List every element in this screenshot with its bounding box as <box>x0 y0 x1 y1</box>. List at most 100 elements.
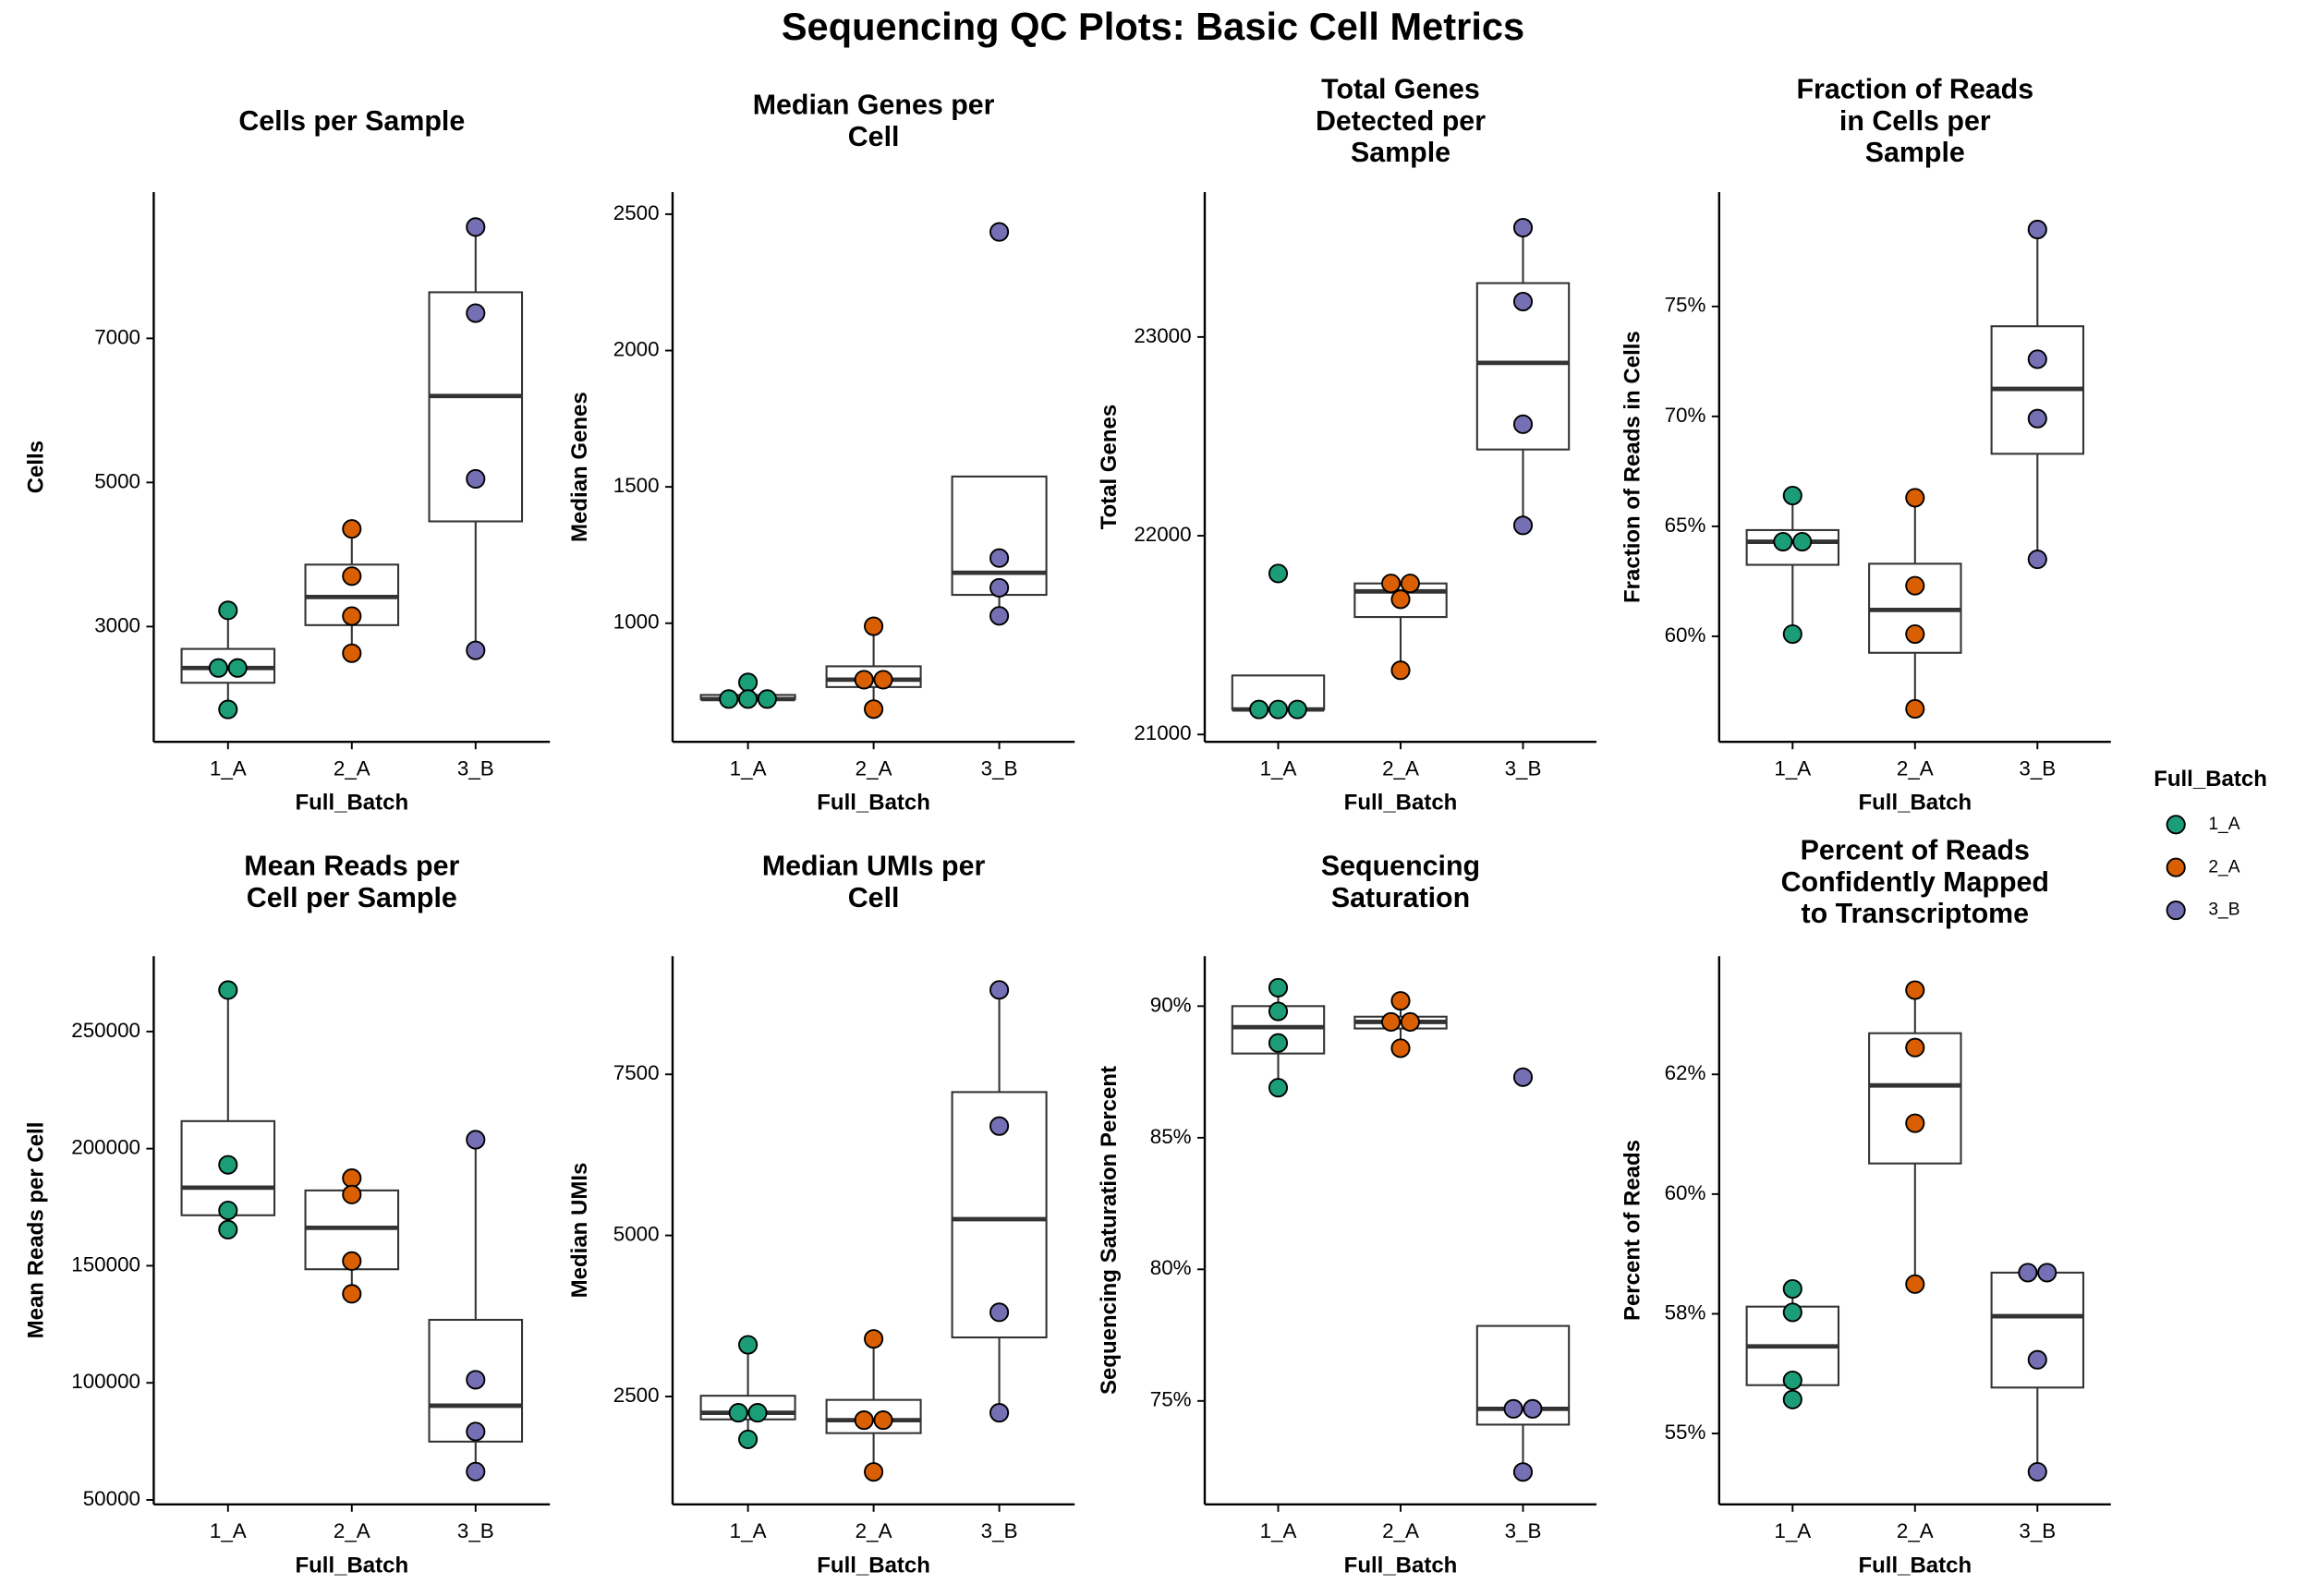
y-axis-label: Fraction of Reads in Cells <box>1620 331 1645 603</box>
y-axis-label: Percent of Reads <box>1620 1140 1645 1321</box>
data-point <box>2018 1263 2038 1283</box>
box <box>951 475 1048 597</box>
y-axis-label: Mean Reads per Cell <box>23 1122 48 1339</box>
x-tick-label: 3_B <box>1505 757 1542 780</box>
y-tick-label: 62% <box>1665 1061 1706 1084</box>
data-point <box>864 699 884 719</box>
y-tick-label: 75% <box>1150 1388 1192 1411</box>
data-point <box>1905 575 1925 596</box>
data-point <box>1523 1398 1543 1419</box>
data-point <box>989 548 1010 568</box>
data-point <box>1390 991 1411 1011</box>
data-point <box>989 222 1010 242</box>
y-tick-label: 50000 <box>83 1487 140 1510</box>
data-point <box>1792 531 1813 552</box>
x-axis-label: Full_Batch <box>1858 791 1972 816</box>
data-point <box>218 1155 238 1175</box>
data-point <box>1400 574 1420 594</box>
data-point <box>1268 563 1289 584</box>
x-tick-label: 1_A <box>1260 757 1297 780</box>
data-point <box>1905 1113 1925 1133</box>
y-tick-label: 60% <box>1665 623 1706 647</box>
data-point <box>1512 1462 1534 1482</box>
y-tick-label: 1000 <box>613 611 660 634</box>
data-point <box>989 980 1010 1000</box>
data-point <box>1268 977 1289 998</box>
data-point <box>1782 485 1802 506</box>
data-point <box>342 643 362 663</box>
data-point <box>342 606 362 626</box>
panel-title: Sample <box>1865 137 1965 168</box>
legend-title: Full_Batch <box>2154 767 2267 792</box>
data-point <box>757 689 777 709</box>
data-point <box>989 1116 1010 1136</box>
data-point <box>728 1403 748 1423</box>
y-tick-label: 2500 <box>613 1384 660 1407</box>
data-point <box>2027 550 2047 570</box>
data-point <box>466 217 486 237</box>
x-tick-label: 3_B <box>981 757 1018 780</box>
box <box>699 1395 796 1421</box>
legend-symbol <box>2166 815 2186 835</box>
x-tick-label: 1_A <box>1260 1519 1297 1542</box>
data-point <box>1512 1067 1534 1087</box>
data-point <box>1268 1078 1289 1098</box>
data-point <box>2037 1263 2057 1283</box>
data-point <box>342 1251 362 1271</box>
data-point <box>738 672 759 693</box>
y-tick-label: 58% <box>1665 1300 1706 1324</box>
data-point <box>342 1184 362 1204</box>
data-point <box>466 640 486 660</box>
panel-title: Saturation <box>1331 882 1470 913</box>
data-point <box>1268 1001 1289 1022</box>
x-tick-label: 2_A <box>1897 757 1934 780</box>
panel-title: Cell <box>848 882 900 913</box>
x-axis-label: Full_Batch <box>817 1553 930 1578</box>
data-point <box>466 468 486 490</box>
data-point <box>2027 408 2047 429</box>
data-point <box>1249 699 1269 719</box>
y-tick-label: 23000 <box>1134 324 1191 347</box>
x-tick-label: 3_B <box>2019 757 2056 780</box>
data-point <box>1512 292 1534 312</box>
data-point <box>342 566 362 586</box>
data-point <box>218 980 238 1000</box>
data-point <box>1782 623 1802 645</box>
data-point <box>1512 217 1534 238</box>
x-tick-label: 3_B <box>1505 1519 1542 1542</box>
data-point <box>2027 1461 2047 1482</box>
panel-title: Confidently Mapped <box>1781 866 2049 898</box>
box <box>1745 528 1840 566</box>
y-tick-label: 5000 <box>613 1223 660 1246</box>
y-tick-label: 7000 <box>94 325 140 348</box>
data-point <box>738 1429 759 1449</box>
data-point <box>854 1410 874 1431</box>
x-tick-label: 1_A <box>210 757 247 780</box>
panel-title: Mean Reads per <box>244 851 459 882</box>
data-point <box>466 303 486 323</box>
y-tick-label: 3000 <box>94 613 140 636</box>
y-tick-label: 7500 <box>613 1061 660 1084</box>
legend-symbol <box>2166 857 2186 877</box>
data-point <box>1381 574 1402 594</box>
x-tick-label: 1_A <box>1774 1519 1811 1542</box>
x-tick-label: 2_A <box>334 1519 370 1542</box>
data-point <box>218 1201 238 1221</box>
data-point <box>873 1410 893 1431</box>
x-tick-label: 1_A <box>730 1519 767 1542</box>
y-axis-label: Cells <box>23 441 48 493</box>
x-axis-label: Full_Batch <box>1344 1553 1458 1578</box>
data-point <box>2027 1349 2047 1370</box>
data-point <box>342 1168 362 1189</box>
y-tick-label: 100000 <box>71 1370 140 1393</box>
data-point <box>218 600 238 621</box>
y-axis-label: Sequencing Saturation Percent <box>1097 1066 1122 1395</box>
x-axis-label: Full_Batch <box>1344 791 1458 816</box>
figure-title: Sequencing QC Plots: Basic Cell Metrics <box>782 5 1524 48</box>
data-point <box>218 699 238 719</box>
panel-title: Cells per Sample <box>238 105 465 137</box>
x-tick-label: 3_B <box>457 1519 494 1542</box>
x-tick-label: 2_A <box>1382 757 1419 780</box>
data-point <box>1782 1302 1802 1323</box>
